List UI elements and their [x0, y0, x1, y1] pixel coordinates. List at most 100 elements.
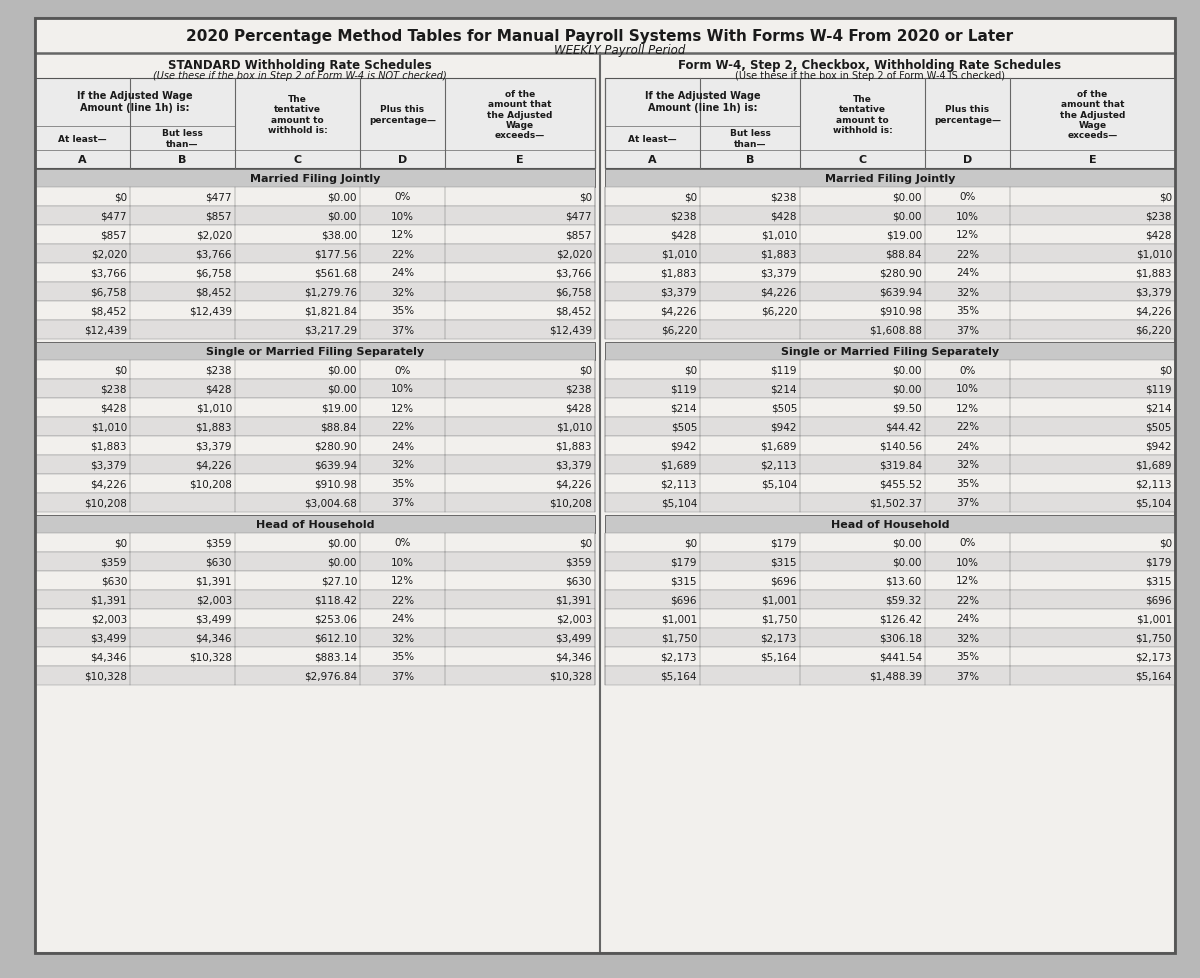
Text: $1,010: $1,010: [196, 403, 232, 413]
Text: $44.42: $44.42: [886, 422, 922, 432]
Text: $630: $630: [565, 576, 592, 586]
Text: $428: $428: [671, 230, 697, 241]
Text: 10%: 10%: [391, 556, 414, 567]
Text: 32%: 32%: [391, 288, 414, 297]
Bar: [605, 666, 1175, 686]
Text: $3,499: $3,499: [90, 633, 127, 643]
Text: $857: $857: [101, 230, 127, 241]
Text: $253.06: $253.06: [314, 614, 358, 624]
Bar: [35, 474, 595, 494]
Bar: [605, 628, 1175, 647]
Bar: [605, 361, 1175, 379]
Text: $315: $315: [770, 556, 797, 567]
Text: $857: $857: [565, 230, 592, 241]
Text: $0: $0: [578, 365, 592, 376]
Bar: [605, 301, 1175, 321]
Text: 0%: 0%: [395, 538, 410, 548]
Text: 0%: 0%: [395, 365, 410, 376]
Bar: [35, 418, 595, 436]
Text: Married Filing Jointly: Married Filing Jointly: [824, 174, 955, 184]
Text: $38.00: $38.00: [320, 230, 358, 241]
Text: 37%: 37%: [956, 498, 979, 508]
Text: $0.00: $0.00: [893, 556, 922, 567]
Text: $0: $0: [578, 193, 592, 202]
Text: $1,391: $1,391: [196, 576, 232, 586]
Text: $2,003: $2,003: [196, 595, 232, 604]
Text: $4,226: $4,226: [761, 288, 797, 297]
Bar: [35, 399, 595, 418]
Text: $3,499: $3,499: [556, 633, 592, 643]
Text: $8,452: $8,452: [196, 288, 232, 297]
Text: But less
than—: But less than—: [162, 129, 203, 149]
Text: $0: $0: [1159, 538, 1172, 548]
Text: $428: $428: [1146, 230, 1172, 241]
Text: $238: $238: [671, 211, 697, 221]
Text: $315: $315: [671, 576, 697, 586]
Text: $883.14: $883.14: [314, 651, 358, 662]
Text: C: C: [858, 155, 866, 165]
Text: $6,758: $6,758: [90, 288, 127, 297]
Text: 37%: 37%: [956, 671, 979, 681]
Text: 32%: 32%: [956, 460, 979, 470]
Text: 0%: 0%: [959, 193, 976, 202]
Text: $1,001: $1,001: [1135, 614, 1172, 624]
Text: $1,750: $1,750: [661, 633, 697, 643]
Text: $910.98: $910.98: [314, 479, 358, 489]
Text: $3,766: $3,766: [90, 268, 127, 278]
Text: 32%: 32%: [391, 460, 414, 470]
Text: $319.84: $319.84: [878, 460, 922, 470]
Text: Plus this
percentage—: Plus this percentage—: [934, 106, 1001, 124]
Text: 24%: 24%: [391, 268, 414, 278]
Text: 12%: 12%: [391, 230, 414, 241]
Text: 0%: 0%: [959, 365, 976, 376]
Text: $10,328: $10,328: [550, 671, 592, 681]
Text: $1,502.37: $1,502.37: [869, 498, 922, 508]
Bar: [35, 321, 595, 339]
Text: 12%: 12%: [391, 403, 414, 413]
Text: $696: $696: [1146, 595, 1172, 604]
Text: $477: $477: [101, 211, 127, 221]
Text: $1,689: $1,689: [761, 441, 797, 451]
Text: $1,391: $1,391: [556, 595, 592, 604]
Text: $0.00: $0.00: [893, 211, 922, 221]
Text: 35%: 35%: [391, 306, 414, 316]
Text: $238: $238: [205, 365, 232, 376]
Text: $2,976.84: $2,976.84: [304, 671, 358, 681]
Text: $88.84: $88.84: [320, 422, 358, 432]
Text: B: B: [179, 155, 187, 165]
Bar: [605, 591, 1175, 609]
Text: 37%: 37%: [956, 325, 979, 335]
Text: $1,883: $1,883: [196, 422, 232, 432]
Text: $10,328: $10,328: [84, 671, 127, 681]
Text: $1,391: $1,391: [90, 595, 127, 604]
Text: $10,208: $10,208: [84, 498, 127, 508]
Text: $4,226: $4,226: [660, 306, 697, 316]
Text: 32%: 32%: [956, 633, 979, 643]
Text: $1,883: $1,883: [761, 249, 797, 259]
Text: $428: $428: [101, 403, 127, 413]
Text: $1,689: $1,689: [660, 460, 697, 470]
Text: $2,020: $2,020: [556, 249, 592, 259]
Text: $5,164: $5,164: [660, 671, 697, 681]
Text: D: D: [962, 155, 972, 165]
Text: $3,379: $3,379: [1135, 288, 1172, 297]
Text: $639.94: $639.94: [314, 460, 358, 470]
Bar: [35, 264, 595, 283]
Text: $359: $359: [101, 556, 127, 567]
Text: $179: $179: [1146, 556, 1172, 567]
Text: $1,001: $1,001: [761, 595, 797, 604]
Text: $942: $942: [770, 422, 797, 432]
Text: $119: $119: [770, 365, 797, 376]
Text: of the
amount that
the Adjusted
Wage
exceeds—: of the amount that the Adjusted Wage exc…: [487, 90, 553, 140]
Text: $477: $477: [205, 193, 232, 202]
Text: $0.00: $0.00: [328, 193, 358, 202]
Text: (Use these if the box in Step 2 of Form W-4 is NOT checked): (Use these if the box in Step 2 of Form …: [154, 71, 446, 81]
Text: $2,020: $2,020: [91, 249, 127, 259]
Text: WEEKLY Payroll Period: WEEKLY Payroll Period: [554, 44, 685, 57]
Text: $505: $505: [770, 403, 797, 413]
Text: $0: $0: [684, 538, 697, 548]
Text: $3,379: $3,379: [90, 460, 127, 470]
Text: $0.00: $0.00: [893, 365, 922, 376]
Text: 37%: 37%: [391, 671, 414, 681]
Text: $0: $0: [114, 193, 127, 202]
